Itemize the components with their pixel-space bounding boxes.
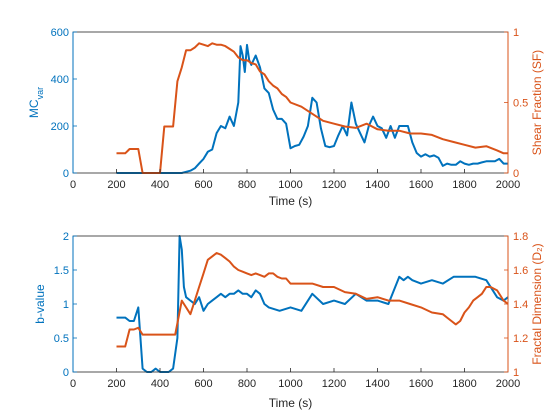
left-y-axis-ticks: 0 200 400 600 xyxy=(51,27,77,180)
chart-shear-fraction: 0 200 400 600 800 1000 1200 1400 1600 1800 2000 02… xyxy=(27,27,544,208)
right-y-axis-label: Shear Fraction (SF) xyxy=(530,50,544,155)
x-tick-label: 1000 xyxy=(278,179,302,191)
left-y-axis-label: b-value xyxy=(33,284,47,324)
x-tick-label: 800 xyxy=(238,179,256,191)
x-tick-label: 1000 xyxy=(278,378,302,390)
left-y-axis-ticks: 0 0.5 1 1.5 2 xyxy=(54,231,77,379)
right-y-tick-label: 1 xyxy=(513,27,519,39)
right-y-tick-label: 0.5 xyxy=(513,98,528,110)
left-y-tick-label: 1.5 xyxy=(54,265,69,277)
x-tick-label: 1400 xyxy=(365,179,389,191)
right-y-tick-label: 1.8 xyxy=(513,231,528,243)
x-tick-label: 1200 xyxy=(322,179,346,191)
x-tick-label: 2000 xyxy=(496,179,520,191)
x-tick-label: 2000 xyxy=(496,378,520,390)
x-tick-label: 200 xyxy=(107,378,125,390)
x-tick-label: 1400 xyxy=(365,378,389,390)
right-y-tick-label: 0 xyxy=(513,168,519,180)
x-tick-label: 1200 xyxy=(322,378,346,390)
x-tick-label: 1600 xyxy=(409,179,433,191)
left-y-tick-label: 1 xyxy=(63,299,69,311)
right-y-axis-label: Fractal Dimension (D₂) xyxy=(530,243,544,364)
right-y-tick-label: 1.2 xyxy=(513,333,528,345)
x-axis-ticks: 0 200 400 600 800 1000 1200 1400 1600 1800 2000 xyxy=(70,169,520,191)
left-y-tick-label: 400 xyxy=(51,74,69,86)
x-tick-label: 800 xyxy=(238,378,256,390)
left-y-tick-label: 0.5 xyxy=(54,333,69,345)
x-tick-label: 1800 xyxy=(452,378,476,390)
x-tick-label: 1800 xyxy=(452,179,476,191)
right-y-axis-ticks: 00.51 xyxy=(504,27,528,180)
x-axis-label: Time (s) xyxy=(269,194,313,208)
right-y-tick-label: 1.6 xyxy=(513,265,528,277)
x-axis-label: Time (s) xyxy=(269,396,313,410)
left-y-tick-label: 0 xyxy=(63,168,69,180)
x-tick-label: 200 xyxy=(107,179,125,191)
x-tick-label: 600 xyxy=(194,378,212,390)
left-y-tick-label: 2 xyxy=(63,231,69,243)
x-tick-label: 400 xyxy=(151,179,169,191)
x-tick-label: 400 xyxy=(151,378,169,390)
left-y-tick-label: 200 xyxy=(51,121,69,133)
series-mcvar-line xyxy=(116,43,508,174)
x-tick-label: 600 xyxy=(194,179,212,191)
x-tick-label: 1600 xyxy=(409,378,433,390)
series-shear-fraction-line xyxy=(116,42,508,174)
x-tick-label: 0 xyxy=(70,179,76,191)
left-y-tick-label: 600 xyxy=(51,27,69,39)
x-axis-ticks: 0 200 400 600 800 1000 1200 1400 1600 1800 2000 xyxy=(70,368,520,390)
right-y-axis-ticks: 1 1.2 1.4 1.6 1.8 xyxy=(504,231,528,379)
right-y-tick-label: 1 xyxy=(513,367,519,379)
left-y-axis-label: MCvar xyxy=(27,87,45,118)
x-tick-label: 0 xyxy=(70,378,76,390)
chart-fractal-dimension: 0 200 400 600 800 1000 1200 1400 1600 1800 2000 00… xyxy=(33,231,544,410)
right-y-tick-label: 1.4 xyxy=(513,299,528,311)
series-fractal-dimension-line xyxy=(116,252,509,348)
left-y-tick-label: 0 xyxy=(63,367,69,379)
